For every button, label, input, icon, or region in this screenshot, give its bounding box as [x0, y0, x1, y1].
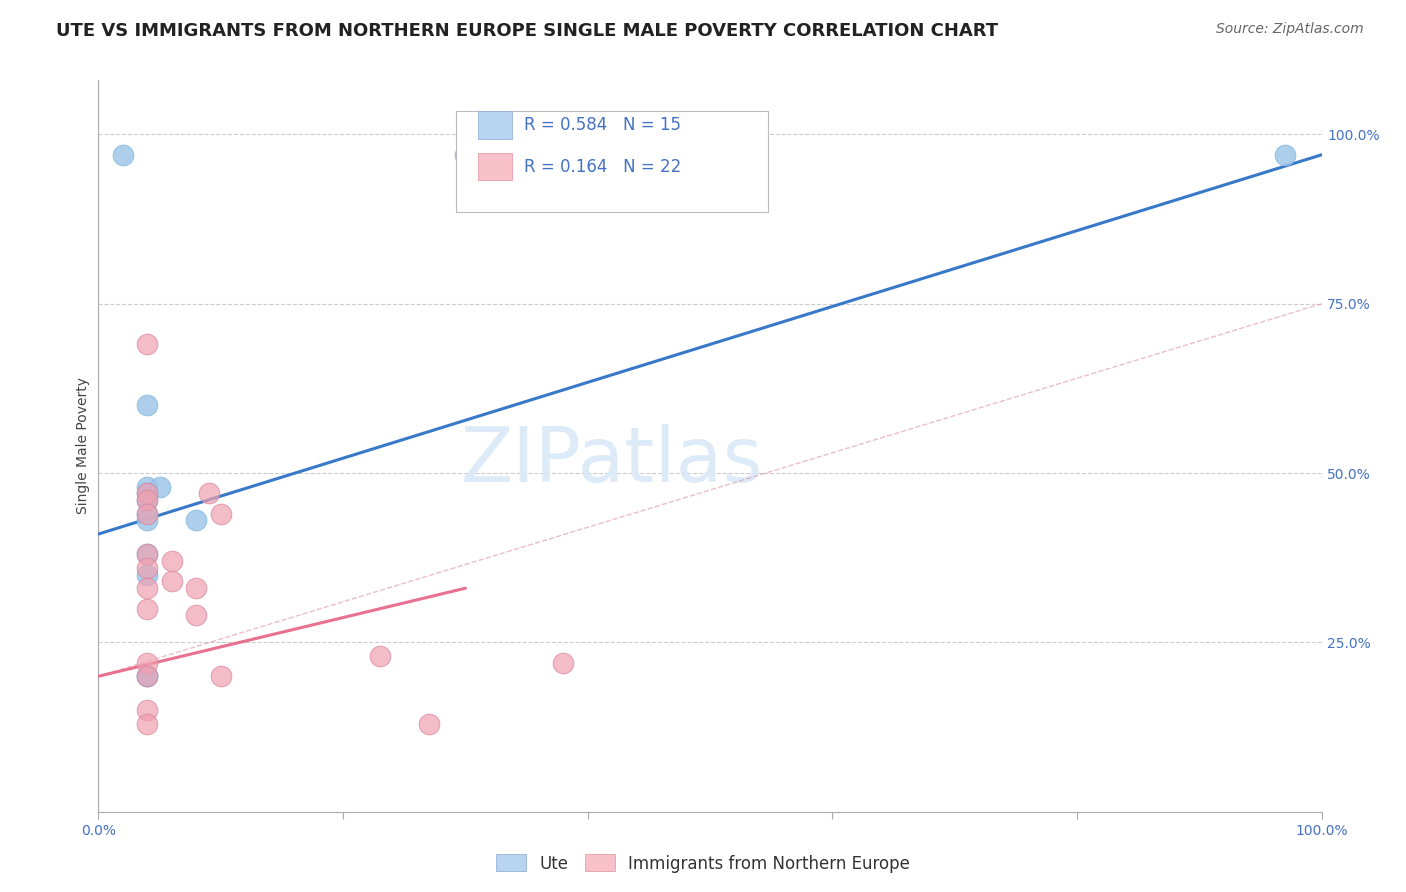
- Point: [136, 547, 159, 561]
- Point: [197, 486, 219, 500]
- Point: [149, 480, 172, 494]
- Point: [136, 493, 159, 508]
- Point: [1274, 148, 1296, 162]
- Text: Source: ZipAtlas.com: Source: ZipAtlas.com: [1216, 22, 1364, 37]
- Point: [136, 669, 159, 683]
- Point: [186, 608, 208, 623]
- Point: [136, 547, 159, 561]
- Y-axis label: Single Male Poverty: Single Male Poverty: [76, 377, 90, 515]
- Point: [368, 648, 391, 663]
- Point: [209, 507, 232, 521]
- Text: R = 0.584   N = 15: R = 0.584 N = 15: [524, 116, 681, 134]
- Point: [136, 601, 159, 615]
- Point: [136, 507, 159, 521]
- Point: [454, 148, 477, 162]
- Point: [136, 480, 159, 494]
- Point: [136, 337, 159, 351]
- FancyBboxPatch shape: [456, 111, 768, 212]
- Point: [136, 486, 159, 500]
- Text: R = 0.164   N = 22: R = 0.164 N = 22: [524, 158, 682, 176]
- Point: [136, 561, 159, 575]
- Point: [136, 716, 159, 731]
- Point: [136, 669, 159, 683]
- Point: [136, 398, 159, 412]
- Point: [160, 554, 183, 568]
- Point: [136, 493, 159, 508]
- Point: [418, 716, 440, 731]
- Point: [136, 703, 159, 717]
- Point: [136, 507, 159, 521]
- Point: [136, 669, 159, 683]
- Point: [186, 581, 208, 595]
- Point: [553, 656, 575, 670]
- Point: [186, 514, 208, 528]
- Bar: [478, 153, 512, 180]
- Point: [209, 669, 232, 683]
- Point: [160, 574, 183, 589]
- Point: [136, 514, 159, 528]
- Point: [136, 656, 159, 670]
- Point: [136, 581, 159, 595]
- Legend: Ute, Immigrants from Northern Europe: Ute, Immigrants from Northern Europe: [489, 847, 917, 880]
- Bar: [478, 111, 512, 139]
- Point: [111, 148, 134, 162]
- Point: [136, 567, 159, 582]
- Point: [136, 486, 159, 500]
- Text: UTE VS IMMIGRANTS FROM NORTHERN EUROPE SINGLE MALE POVERTY CORRELATION CHART: UTE VS IMMIGRANTS FROM NORTHERN EUROPE S…: [56, 22, 998, 40]
- Text: ZIPatlas: ZIPatlas: [461, 424, 763, 498]
